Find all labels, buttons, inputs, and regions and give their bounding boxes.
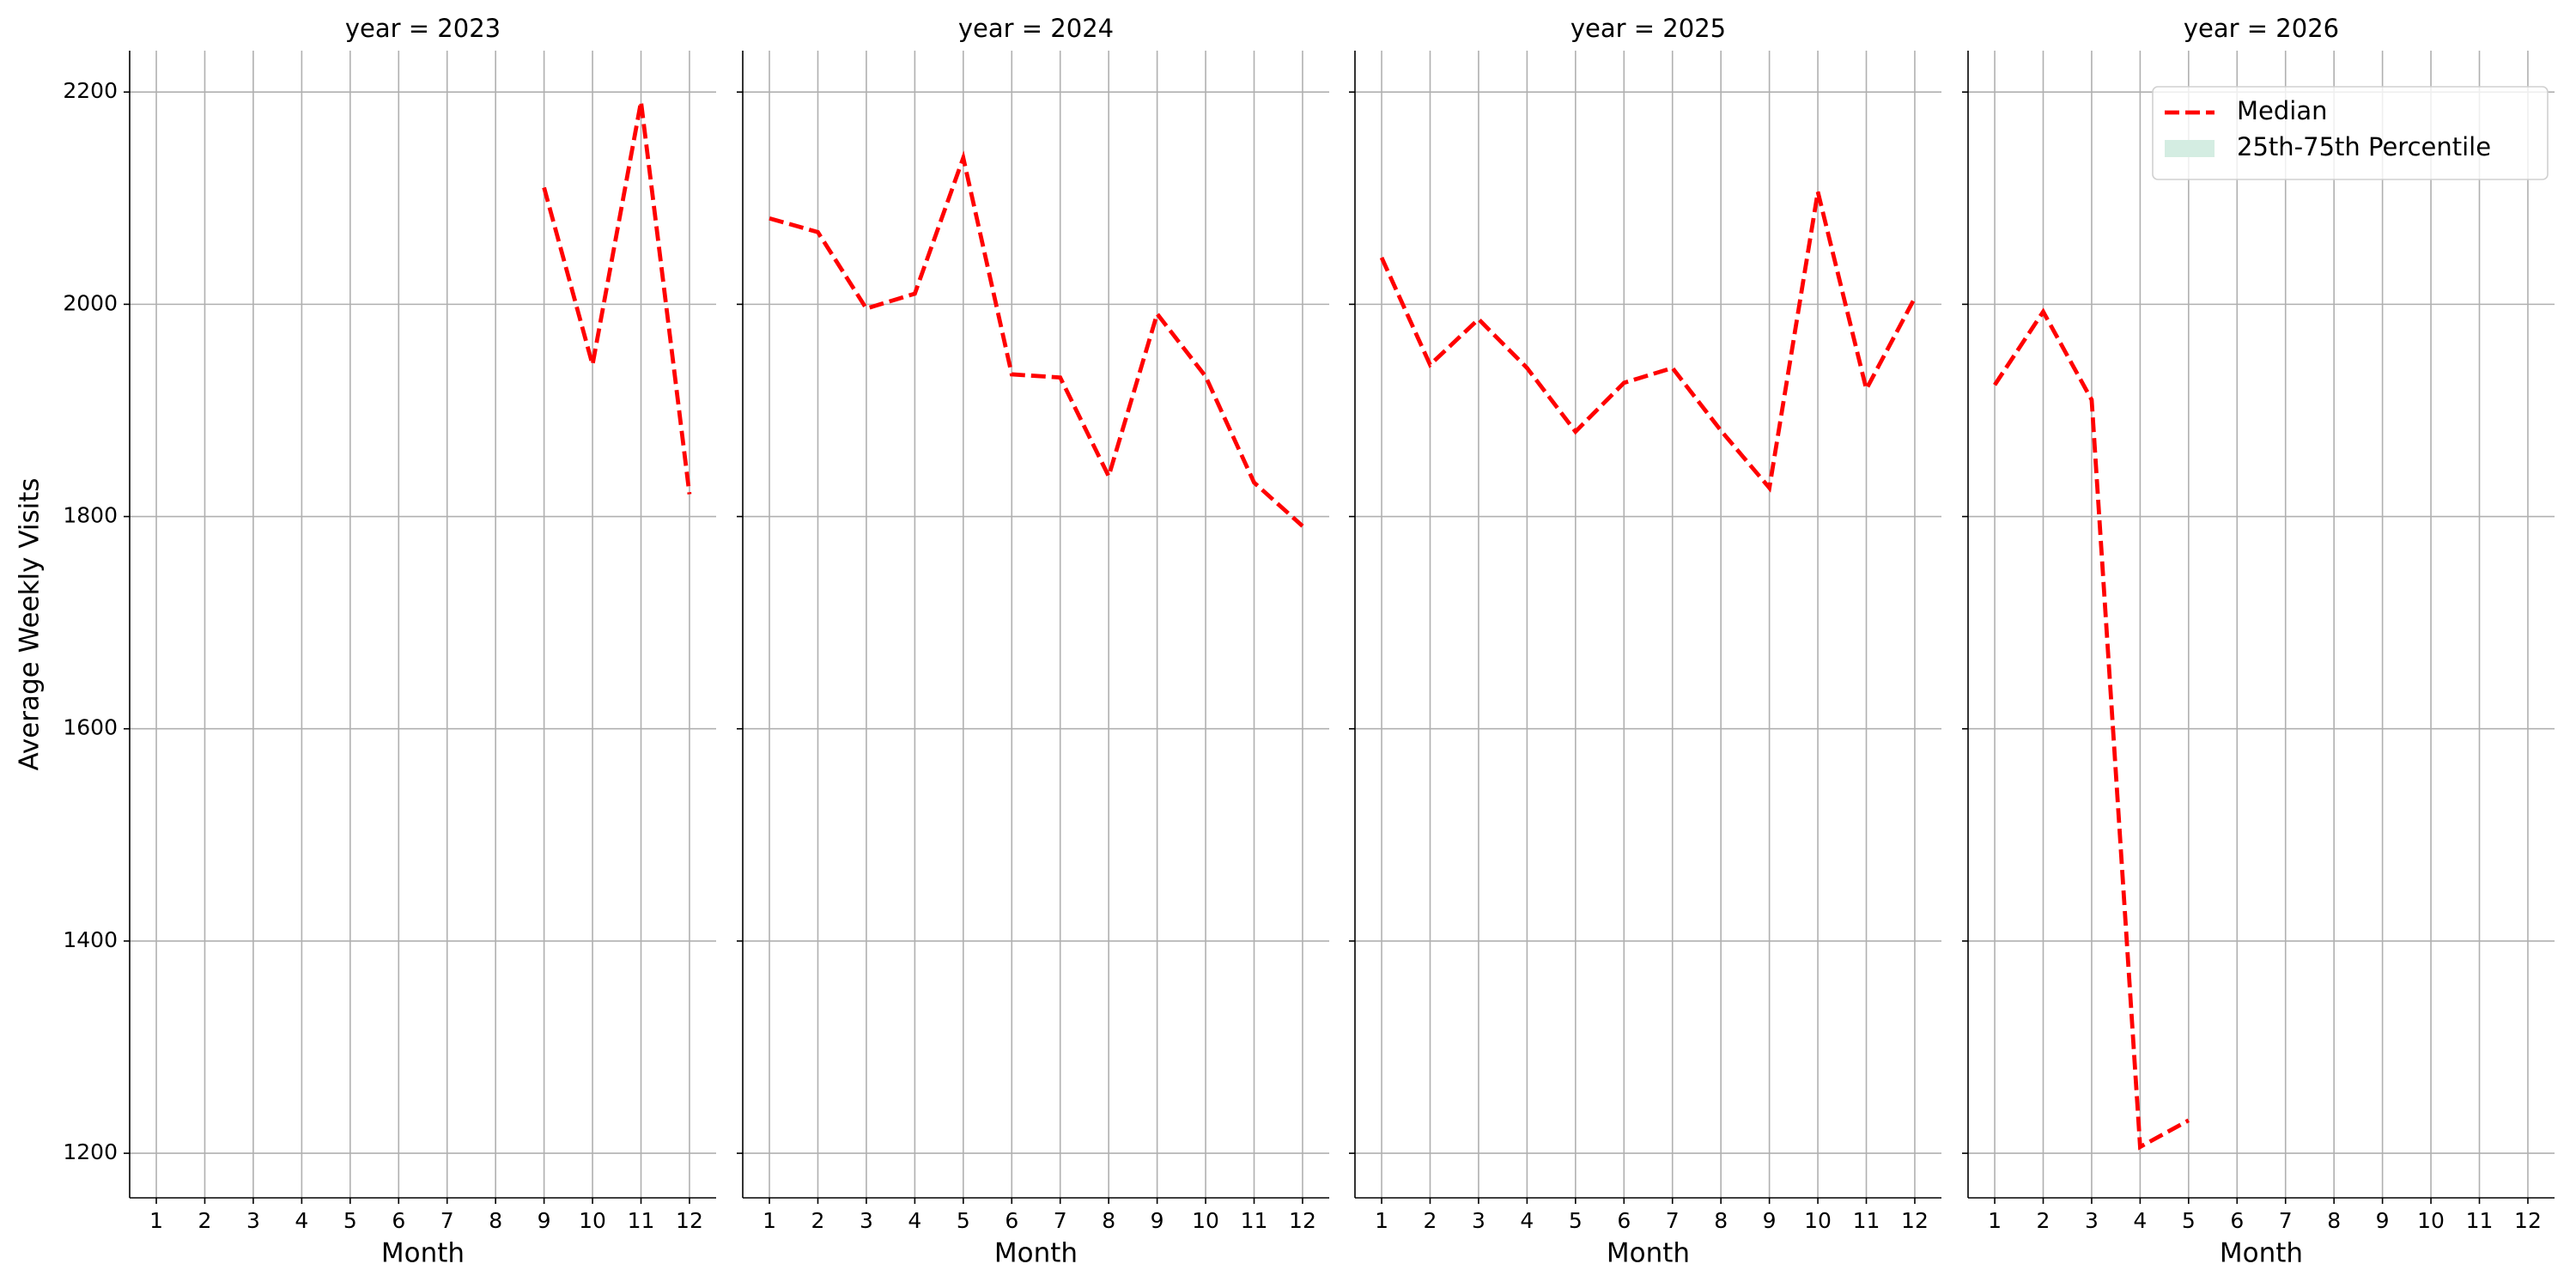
x-tick-label: 10 (1804, 1208, 1832, 1233)
x-tick-label: 10 (1192, 1208, 1219, 1233)
x-tick-label: 3 (246, 1208, 260, 1233)
x-tick-label: 4 (295, 1208, 308, 1233)
x-tick-label: 1 (149, 1208, 163, 1233)
x-axis-label: Month (381, 1238, 465, 1269)
x-tick-label: 4 (2133, 1208, 2147, 1233)
x-tick-label: 10 (579, 1208, 606, 1233)
x-tick-label: 12 (676, 1208, 703, 1233)
panel-title: year = 2024 (958, 14, 1114, 43)
y-tick-label: 1600 (63, 715, 118, 740)
x-tick-label: 2 (198, 1208, 212, 1233)
x-tick-label: 9 (538, 1208, 551, 1233)
y-tick-label: 1800 (63, 503, 118, 528)
x-tick-label: 1 (1988, 1208, 2002, 1233)
y-tick-label: 1200 (63, 1139, 118, 1164)
x-tick-label: 3 (2085, 1208, 2099, 1233)
x-tick-label: 11 (1241, 1208, 1268, 1233)
x-tick-label: 6 (1005, 1208, 1018, 1233)
median-line (1993, 307, 2190, 1151)
x-tick-label: 12 (2514, 1208, 2542, 1233)
y-tick-label: 1400 (63, 927, 118, 952)
median-line (769, 150, 1304, 528)
x-axis-label: Month (1607, 1238, 1690, 1269)
x-tick-label: 7 (1666, 1208, 1680, 1233)
x-tick-label: 3 (1472, 1208, 1485, 1233)
legend: Median 25th-75th Percentile (2152, 86, 2549, 180)
legend-swatch (2165, 140, 2215, 157)
x-tick-label: 4 (908, 1208, 921, 1233)
x-tick-label: 12 (1901, 1208, 1929, 1233)
x-tick-label: 9 (1763, 1208, 1777, 1233)
x-axis-label: Month (2220, 1238, 2303, 1269)
x-tick-label: 11 (2466, 1208, 2494, 1233)
y-tick-label: 2200 (63, 78, 118, 103)
x-tick-label: 1 (762, 1208, 776, 1233)
x-tick-label: 7 (440, 1208, 454, 1233)
median-line (542, 100, 692, 495)
median-line (1379, 191, 1917, 493)
x-tick-label: 7 (2279, 1208, 2293, 1233)
x-tick-label: 1 (1375, 1208, 1388, 1233)
x-tick-label: 8 (1102, 1208, 1115, 1233)
x-tick-label: 5 (343, 1208, 357, 1233)
x-tick-label: 11 (1853, 1208, 1880, 1233)
panel-title: year = 2025 (1571, 14, 1726, 43)
x-tick-label: 5 (2182, 1208, 2196, 1233)
x-tick-label: 2 (1424, 1208, 1437, 1233)
x-tick-label: 8 (2327, 1208, 2341, 1233)
x-tick-label: 7 (1054, 1208, 1067, 1233)
x-tick-label: 12 (1289, 1208, 1316, 1233)
x-tick-label: 2 (811, 1208, 825, 1233)
x-tick-label: 10 (2417, 1208, 2445, 1233)
x-tick-label: 9 (1151, 1208, 1164, 1233)
x-tick-label: 9 (2376, 1208, 2390, 1233)
legend-label: Median (2237, 96, 2327, 125)
x-tick-label: 6 (2230, 1208, 2244, 1233)
x-tick-label: 6 (1617, 1208, 1631, 1233)
legend-box (2152, 86, 2549, 180)
x-tick-label: 3 (860, 1208, 873, 1233)
legend-label: 25th-75th Percentile (2237, 132, 2491, 161)
x-tick-label: 11 (628, 1208, 655, 1233)
x-tick-label: 2 (2037, 1208, 2050, 1233)
x-tick-label: 5 (957, 1208, 970, 1233)
y-tick-label: 2000 (63, 290, 118, 315)
panel-title: year = 2023 (345, 14, 501, 43)
x-tick-label: 5 (1569, 1208, 1583, 1233)
x-tick-label: 8 (489, 1208, 502, 1233)
panel-title: year = 2026 (2184, 14, 2339, 43)
x-tick-label: 6 (392, 1208, 405, 1233)
y-axis-label: Average Weekly Visits (15, 477, 46, 770)
x-axis-label: Month (994, 1238, 1078, 1269)
x-tick-label: 8 (1714, 1208, 1728, 1233)
x-tick-label: 4 (1520, 1208, 1534, 1233)
